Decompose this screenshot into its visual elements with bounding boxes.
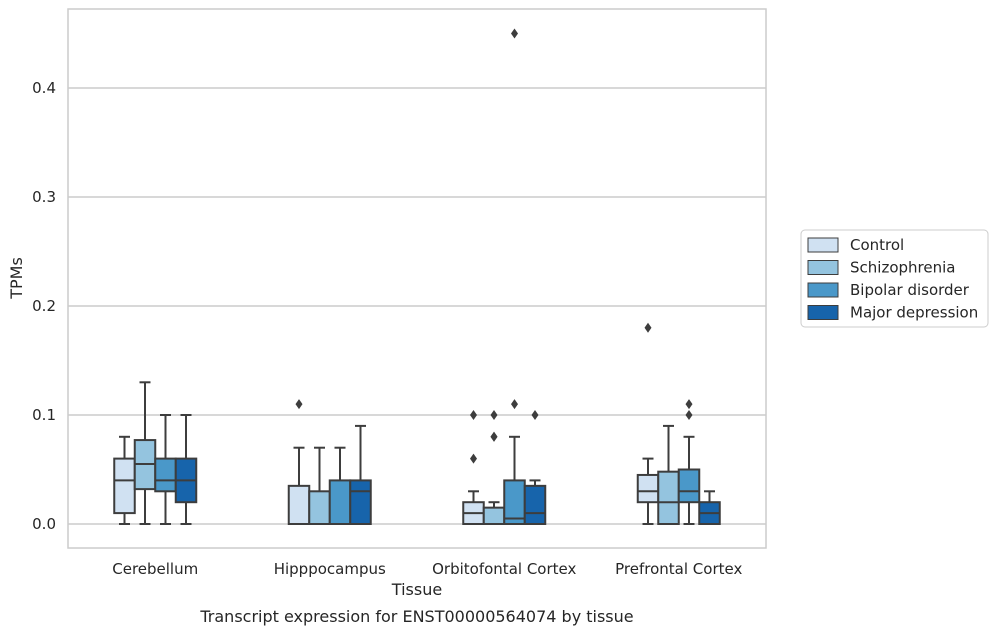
box [523, 484, 547, 526]
outlier-point [470, 453, 477, 464]
box-group [503, 28, 526, 525]
box [287, 484, 311, 526]
box-group [677, 399, 701, 525]
box [503, 479, 526, 525]
legend-swatch [807, 237, 839, 253]
box-group [698, 490, 721, 526]
box [657, 470, 680, 525]
outlier-point [295, 399, 303, 410]
outlier-point [511, 399, 518, 410]
box-group [133, 381, 157, 525]
box-group [174, 414, 198, 525]
x-axis-ticks: Cerebellum Hipppocampus Orbitofontal Corte… [112, 560, 742, 578]
outlier-point [531, 410, 539, 420]
box-group [657, 424, 680, 525]
box-group [482, 410, 506, 525]
y-tick-label: 0.3 [32, 188, 56, 206]
box [328, 479, 352, 525]
x-tick-label: Cerebellum [112, 560, 198, 578]
box-group [349, 424, 372, 525]
y-tick-label: 0.1 [32, 406, 56, 424]
outlier-point [490, 410, 498, 420]
box-group [113, 435, 136, 525]
y-tick-label: 0.0 [32, 515, 56, 533]
legend-label: Bipolar disorder [850, 281, 970, 299]
x-axis-label: Tissue [391, 580, 442, 599]
y-tick-label: 0.4 [32, 79, 56, 97]
box-marks [113, 28, 721, 526]
box-group [308, 446, 331, 525]
box-group [328, 446, 352, 525]
outlier-point [490, 431, 498, 442]
legend: Control Schizophrenia Bipolar disorder Majo… [800, 229, 989, 328]
chart-caption: Transcript expression for ENST0000056407… [199, 607, 633, 626]
x-tick-label: Orbitofontal Cortex [432, 560, 576, 578]
box-group [287, 399, 311, 526]
box [308, 490, 331, 525]
outlier-point [685, 410, 693, 420]
box [154, 457, 177, 493]
box-group [523, 410, 547, 526]
y-tick-label: 0.2 [32, 297, 56, 315]
legend-swatch [807, 305, 839, 320]
outlier-point [685, 399, 693, 410]
legend-label: Major depression [850, 304, 978, 322]
plot-frame [67, 8, 767, 549]
box-group [154, 414, 177, 525]
y-axis-label: TPMs [7, 257, 26, 300]
legend-frame [800, 229, 989, 328]
x-tick-label: Hipppocampus [274, 560, 386, 578]
box [349, 479, 372, 525]
box [482, 506, 506, 525]
y-axis-ticks: 0.0 0.1 0.2 0.3 0.4 [32, 79, 56, 533]
legend-label: Control [850, 236, 904, 254]
outlier-point [644, 322, 652, 333]
box-group [636, 322, 660, 525]
legend-swatch [807, 282, 839, 298]
box [636, 473, 660, 504]
box [113, 457, 136, 515]
outlier-point [470, 410, 477, 420]
outlier-point [511, 28, 518, 39]
x-tick-label: Prefrontal Cortex [615, 560, 742, 578]
legend-swatch [807, 260, 839, 275]
box [677, 468, 701, 504]
box-group [462, 410, 485, 526]
legend-label: Schizophrenia [850, 259, 955, 277]
